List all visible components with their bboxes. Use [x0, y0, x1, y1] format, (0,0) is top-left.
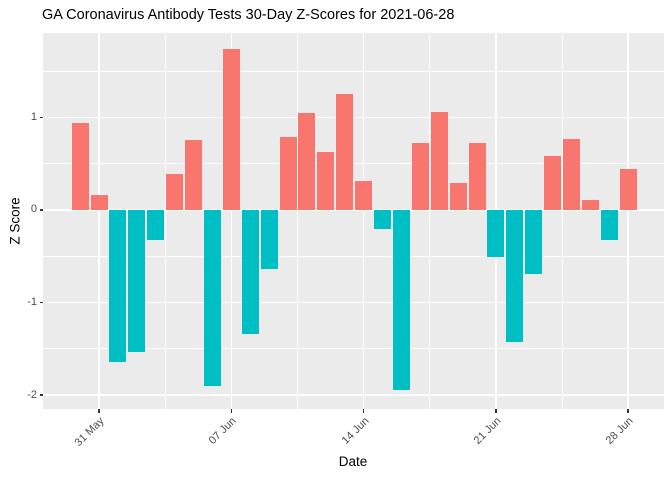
zscore-bar: [222, 48, 240, 210]
zscore-bar: [544, 156, 562, 210]
x-axis-tick: [495, 409, 497, 413]
y-axis-tick: [39, 394, 43, 396]
zscore-bar: [260, 209, 278, 270]
zscore-bar: [411, 143, 429, 210]
zscore-bar: [392, 209, 410, 391]
y-tick-label: 1: [30, 110, 37, 123]
zscore-bar: [147, 209, 165, 241]
zscore-bar: [355, 181, 373, 210]
y-axis-tick: [39, 209, 43, 211]
y-tick-label: -2: [27, 388, 37, 401]
zscore-bar: [581, 199, 599, 210]
x-axis-tick: [98, 409, 100, 413]
x-axis-tick: [362, 409, 365, 413]
y-tick-label: 0: [30, 203, 37, 216]
x-tick-label: 21 Jun: [471, 414, 504, 447]
zscore-bar: [563, 138, 580, 210]
zscore-bar: [317, 151, 335, 210]
zscore-bar: [185, 140, 202, 210]
zscore-bar: [336, 94, 354, 210]
x-tick-label: 28 Jun: [603, 414, 636, 447]
y-axis-tick: [39, 116, 43, 119]
gridline-major-vertical: [362, 33, 365, 409]
x-tick-label: 31 May: [72, 414, 107, 449]
zscore-bar: [128, 209, 146, 352]
zscore-bar: [166, 173, 184, 210]
x-axis-tick: [627, 409, 629, 413]
plot-panel: [43, 33, 664, 409]
gridline-major-horizontal: [43, 209, 664, 211]
gridline-minor-horizontal: [43, 348, 664, 350]
chart-title: GA Coronavirus Antibody Tests 30-Day Z-S…: [42, 7, 455, 23]
zscore-bar: [109, 209, 127, 362]
gridline-minor-vertical: [429, 33, 431, 409]
gridline-major-vertical: [627, 33, 629, 409]
zscore-bar: [487, 209, 505, 258]
x-axis-tick: [230, 409, 233, 413]
y-axis-tick: [39, 301, 43, 304]
zscore-bar: [525, 209, 543, 274]
gridline-minor-vertical: [164, 33, 166, 409]
gridline-minor-horizontal: [43, 70, 664, 72]
gridline-major-horizontal: [43, 301, 664, 304]
zscore-bar: [600, 209, 618, 240]
gridline-minor-vertical: [297, 33, 298, 409]
y-tick-label: -1: [27, 295, 37, 308]
zscore-bar: [468, 143, 486, 210]
zscore-bar: [90, 195, 108, 210]
y-axis-title: Z Score: [7, 197, 23, 245]
x-axis-title: Date: [338, 454, 368, 469]
gridline-minor-vertical: [561, 33, 563, 409]
zscore-bar: [506, 209, 524, 343]
zscore-bar: [203, 209, 221, 386]
gridline-minor-horizontal: [43, 255, 664, 257]
x-tick-label: 07 Jun: [206, 414, 239, 447]
zscore-bar: [374, 209, 391, 230]
zscore-bar: [279, 136, 297, 210]
gridline-major-vertical: [230, 33, 233, 409]
zscore-bar: [449, 183, 467, 210]
zscore-bar: [430, 111, 448, 210]
zscore-bar: [619, 169, 637, 210]
zscore-bar: [241, 209, 259, 334]
zscore-bar: [71, 122, 89, 210]
zscore-bar: [298, 112, 316, 210]
gridline-major-horizontal: [43, 116, 664, 119]
gridline-minor-horizontal: [43, 163, 664, 164]
gridline-major-horizontal: [43, 394, 664, 396]
x-tick-label: 14 Jun: [339, 414, 372, 447]
gridline-major-vertical: [98, 33, 100, 409]
